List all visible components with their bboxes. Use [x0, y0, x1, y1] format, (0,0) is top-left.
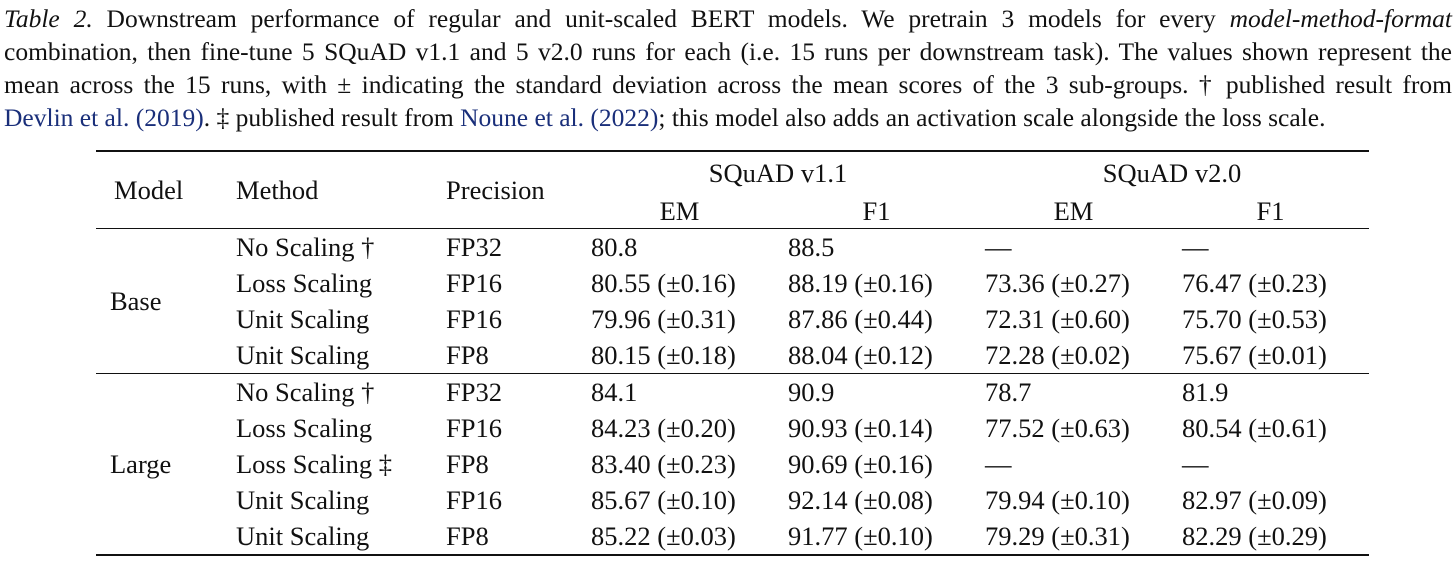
results-table-container: Model Method Precision SQuAD v1.1 SQuAD … [96, 150, 1369, 556]
table-row: Unit Scaling FP8 80.15 (±0.18) 88.04 (±0.12… [96, 337, 1369, 374]
header-squad-v11: SQuAD v1.1 [708, 158, 848, 188]
method-cell: Loss Scaling [236, 413, 373, 443]
v20-f1-cell: 75.67 (±0.01) [1182, 340, 1327, 370]
citation-devlin-link[interactable]: Devlin et al. (2019) [4, 103, 204, 132]
v11-f1-cell: 87.86 (±0.44) [788, 304, 933, 334]
v20-em-cell: 79.29 (±0.31) [985, 521, 1130, 551]
precision-cell: FP16 [446, 304, 502, 334]
v20-em-cell: 79.94 (±0.10) [985, 485, 1130, 515]
precision-cell: FP32 [446, 232, 502, 262]
v11-em-cell: 84.23 (±0.20) [591, 413, 736, 443]
v11-em-cell: 80.8 [591, 232, 638, 262]
header-v11-f1: F1 [778, 194, 975, 229]
caption-line-3: mean across the 15 runs, with ± indicati… [4, 70, 1452, 99]
v11-f1-cell: 92.14 (±0.08) [788, 485, 933, 515]
method-cell: Unit Scaling [236, 304, 370, 334]
caption-italic-term: model-method-format [1229, 4, 1452, 33]
v11-f1-cell: 88.04 (±0.12) [788, 340, 933, 370]
v20-em-cell: 72.28 (±0.02) [985, 340, 1130, 370]
v20-em-cell: 72.31 (±0.60) [985, 304, 1130, 334]
precision-cell: FP16 [446, 485, 502, 515]
method-cell: Unit Scaling [236, 340, 370, 370]
method-cell: Loss Scaling [236, 268, 373, 298]
table-caption: Table 2. Downstream performance of regul… [4, 2, 1452, 134]
precision-cell: FP8 [446, 521, 489, 551]
precision-cell: FP8 [446, 340, 489, 370]
v11-em-cell: 85.67 (±0.10) [591, 485, 736, 515]
citation-noune-link[interactable]: Noune et al. (2022) [460, 103, 659, 132]
v20-em-cell: 77.52 (±0.63) [985, 413, 1130, 443]
v11-f1-cell: 90.93 (±0.14) [788, 413, 933, 443]
table-row: Large No Scaling † FP32 84.1 90.9 78.7 81.9 [96, 373, 1369, 479]
v11-em-cell: 80.15 (±0.18) [591, 340, 736, 370]
caption-line-4: Devlin et al. (2019). ‡ published result… [4, 101, 1452, 134]
model-group-label: Large [110, 449, 172, 479]
header-method: Method [236, 175, 319, 205]
caption-text-1: Downstream performance of regular and un… [92, 4, 1230, 33]
method-cell: No Scaling † [236, 232, 375, 262]
method-cell: Unit Scaling [236, 521, 370, 551]
v20-f1-cell: — [1182, 232, 1209, 262]
caption-text-4a: . ‡ published result from [203, 103, 461, 132]
table-row: Loss Scaling FP16 84.23 (±0.20) 90.93 (±0.1… [96, 410, 1369, 446]
v20-f1-cell: 76.47 (±0.23) [1182, 268, 1327, 298]
v11-em-cell: 84.1 [591, 377, 638, 407]
header-v20-em: EM [975, 194, 1172, 229]
v11-em-cell: 79.96 (±0.31) [591, 304, 736, 334]
table-row: Base No Scaling † FP32 80.8 88.5 — — [96, 228, 1369, 316]
v20-em-cell: 73.36 (±0.27) [985, 268, 1130, 298]
v11-f1-cell: 91.77 (±0.10) [788, 521, 933, 551]
header-precision: Precision [446, 175, 545, 205]
v20-em-cell: — [985, 232, 1012, 262]
header-v20-f1: F1 [1172, 194, 1369, 229]
header-row-2: EM F1 EM F1 [96, 194, 1369, 229]
precision-cell: FP8 [446, 449, 489, 479]
caption-text-4b: ; this model also adds an activation sca… [658, 103, 1326, 132]
method-cell: Loss Scaling ‡ [236, 449, 393, 479]
v11-f1-cell: 90.9 [788, 377, 835, 407]
header-squad-v20: SQuAD v2.0 [1102, 158, 1242, 188]
method-cell: Unit Scaling [236, 485, 370, 515]
v20-em-cell: 78.7 [985, 377, 1032, 407]
table-row: Loss Scaling FP16 80.55 (±0.16) 88.19 (±0.1… [96, 265, 1369, 301]
v11-em-cell: 80.55 (±0.16) [591, 268, 736, 298]
v20-f1-cell: 75.70 (±0.53) [1182, 304, 1327, 334]
precision-cell: FP32 [446, 377, 502, 407]
caption-line-1: Table 2. Downstream performance of regul… [4, 2, 1452, 35]
v20-em-cell: — [985, 449, 1012, 479]
precision-cell: FP16 [446, 268, 502, 298]
table-row: Loss Scaling ‡ FP8 83.40 (±0.23) 90.69 (±0.… [96, 446, 1369, 482]
table-row: Unit Scaling FP16 85.67 (±0.10) 92.14 (±0.0… [96, 482, 1369, 518]
header-row-1: Model Method Precision SQuAD v1.1 SQuAD … [96, 151, 1369, 205]
v20-f1-cell: — [1182, 449, 1209, 479]
v11-em-cell: 83.40 (±0.23) [591, 449, 736, 479]
table-row: Unit Scaling FP16 79.96 (±0.31) 87.86 (±0.4… [96, 301, 1369, 337]
header-model: Model [114, 175, 184, 205]
v11-em-cell: 85.22 (±0.03) [591, 521, 736, 551]
table-row: Unit Scaling FP8 85.22 (±0.03) 91.77 (±0.10… [96, 518, 1369, 555]
header-v11-em: EM [581, 194, 778, 229]
v11-f1-cell: 88.19 (±0.16) [788, 268, 933, 298]
model-group-label: Base [110, 286, 162, 316]
v20-f1-cell: 80.54 (±0.61) [1182, 413, 1327, 443]
precision-cell: FP16 [446, 413, 502, 443]
v11-f1-cell: 90.69 (±0.16) [788, 449, 933, 479]
v11-f1-cell: 88.5 [788, 232, 835, 262]
method-cell: No Scaling † [236, 377, 375, 407]
caption-line-2: combination, then fine-tune 5 SQuAD v1.1… [4, 37, 1452, 66]
v20-f1-cell: 82.97 (±0.09) [1182, 485, 1327, 515]
results-table: Model Method Precision SQuAD v1.1 SQuAD … [96, 150, 1369, 556]
v20-f1-cell: 81.9 [1182, 377, 1229, 407]
caption-label: Table 2. [4, 4, 93, 33]
v20-f1-cell: 82.29 (±0.29) [1182, 521, 1327, 551]
